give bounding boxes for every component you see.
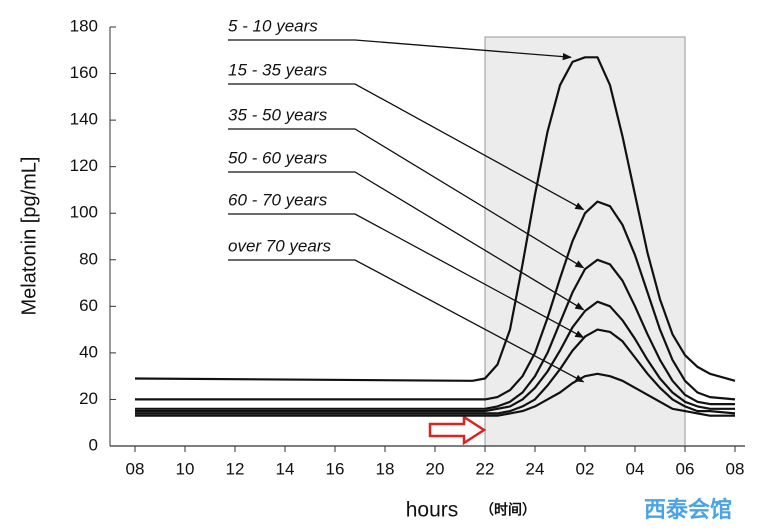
series-line [135,258,735,410]
y-tick-label: 0 [89,435,98,454]
series-label: 15 - 35 years [228,60,328,79]
x-tick-label: 16 [326,459,345,478]
series-label: 5 - 10 years [228,16,318,35]
x-tick-label: 08 [726,459,745,478]
y-tick-label: 140 [70,110,98,129]
x-axis-note: （时间） [480,502,536,518]
y-tick-label: 60 [79,296,98,315]
red-arrow [428,414,487,446]
x-tick-label: 08 [126,459,145,478]
x-tick-label: 24 [526,459,545,478]
x-tick-label: 12 [226,459,245,478]
leader-arrow [228,259,585,383]
y-axis-label: Melatonin [pg/mL] [18,157,40,316]
y-tick-label: 180 [70,16,98,35]
x-tick-label: 18 [376,459,395,478]
leader-arrow [228,39,572,61]
y-tick-label: 160 [70,63,98,82]
leader-arrow [228,128,585,269]
y-tick-label: 40 [79,342,98,361]
series-label: 60 - 70 years [228,190,328,209]
series-label: 35 - 50 years [228,105,328,124]
x-tick-label: 02 [576,459,595,478]
series-line [135,200,736,401]
y-tick-label: 20 [79,389,98,408]
series-line [134,56,736,382]
x-tick-label: 20 [426,459,445,478]
y-tick-label: 100 [70,203,98,222]
series-line [135,328,736,415]
x-tick-label: 22 [476,459,495,478]
x-axis-label: hours [406,499,459,522]
x-tick-label: 14 [276,459,295,478]
x-tick-label: 10 [176,459,195,478]
leader-arrow [228,83,585,211]
series-line [135,300,735,413]
leader-arrow [228,213,585,339]
leader-arrow [228,171,585,311]
watermark: 西泰会馆 [644,497,732,522]
x-tick-label: 04 [626,459,645,478]
series-line [135,372,735,417]
series-label: 50 - 60 years [228,148,328,167]
y-tick-label: 120 [70,156,98,175]
series-label: over 70 years [228,236,331,255]
y-tick-label: 80 [79,249,98,268]
x-tick-label: 06 [676,459,695,478]
